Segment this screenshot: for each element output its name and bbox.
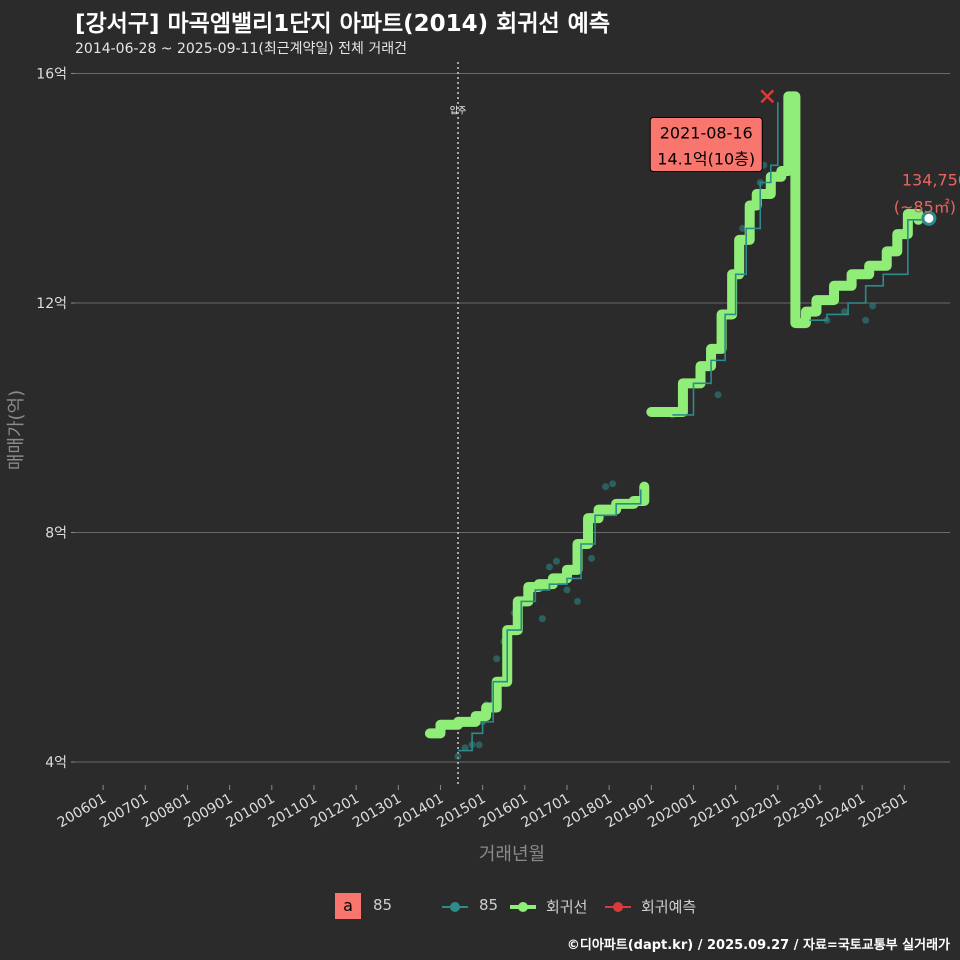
legend-regression-key xyxy=(510,902,536,912)
move-in-label: 입주 xyxy=(450,105,467,117)
x-tick-label: 202501 xyxy=(856,791,910,832)
legend-regression-label: 회귀선 xyxy=(546,898,588,916)
legend-series-85-key xyxy=(442,902,468,912)
chart-title: [강서구] 마곡엠밸리1단지 아파트(2014) 회귀선 예측 xyxy=(75,11,610,37)
gridlines xyxy=(75,72,950,763)
scatter-point xyxy=(545,563,553,571)
regression-path xyxy=(424,91,924,739)
scatter-point xyxy=(609,480,617,488)
legend-a-key: a xyxy=(335,893,361,919)
series-85-line xyxy=(458,102,930,752)
legend-predict-key xyxy=(605,902,631,912)
regression-line xyxy=(424,91,924,739)
scatter-point xyxy=(841,308,849,316)
scatter-points xyxy=(454,161,933,760)
legend: a 85 85 회귀선 회귀예측 xyxy=(0,890,960,922)
legend-a-value: 85 xyxy=(373,896,393,914)
annotation-date: 2021-08-16 xyxy=(660,124,753,143)
scatter-point xyxy=(574,597,582,605)
y-tick-label: 8억 xyxy=(45,526,67,542)
last-area-label: (~85㎡) xyxy=(894,197,956,216)
last-price-label: 134,750 xyxy=(902,170,960,189)
predict-x-stroke xyxy=(760,89,775,104)
scatter-point xyxy=(475,741,483,749)
annotation-box: 2021-08-16 14.1억(10층) xyxy=(649,117,763,172)
annotation-rect xyxy=(649,117,763,172)
scatter-point xyxy=(869,302,877,310)
x-axis-ticks: 2006012007012008012009012010012011012012… xyxy=(55,785,910,831)
last-point-dot xyxy=(921,210,937,226)
scatter-point xyxy=(461,744,469,752)
scatter-point xyxy=(552,557,560,565)
predict-marker xyxy=(760,89,775,104)
chart-subtitle: 2014-06-28 ~ 2025-09-11(최근계약일) 전체 거래건 xyxy=(75,41,407,57)
annotation-value: 14.1억(10층) xyxy=(657,150,755,169)
series-85-path xyxy=(458,102,930,752)
source-caption: ©디아파트(dapt.kr) / 2025.09.27 / 자료=국토교통부 실… xyxy=(566,938,950,953)
chart-area: 4억 8억 12억 16억 20060120070120080120090120100… xyxy=(6,62,960,865)
legend-series-85-label: 85 xyxy=(479,896,499,914)
scatter-point xyxy=(862,316,870,324)
scatter-point xyxy=(563,586,571,594)
legend-predict-label: 회귀예측 xyxy=(641,898,697,916)
scatter-point xyxy=(588,554,596,562)
y-tick-label: 4억 xyxy=(45,755,67,771)
scatter-point xyxy=(739,224,747,232)
y-tick-label: 16억 xyxy=(36,66,67,82)
x-axis-title: 거래년월 xyxy=(479,844,545,865)
scatter-point xyxy=(538,615,546,623)
y-tick-label: 12억 xyxy=(36,296,67,312)
scatter-point xyxy=(454,752,462,760)
scatter-point xyxy=(493,655,501,663)
last-point-marker xyxy=(921,210,937,226)
scatter-point xyxy=(602,483,610,491)
y-axis-title: 매매가(억) xyxy=(6,390,27,470)
scatter-point xyxy=(714,391,722,399)
y-axis-ticks: 4억 8억 12억 16억 xyxy=(36,66,75,771)
